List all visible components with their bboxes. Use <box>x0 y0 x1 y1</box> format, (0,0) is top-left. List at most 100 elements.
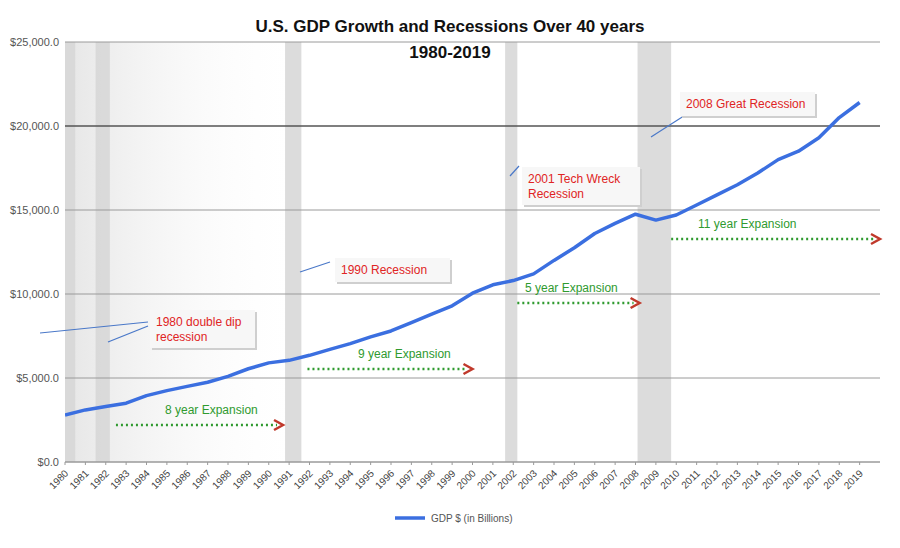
x-tick <box>289 462 290 465</box>
expansion-label: 9 year Expansion <box>358 347 451 361</box>
expansion-arrow <box>517 302 633 305</box>
y-tick-label: $0.0 <box>38 456 59 468</box>
background-fade <box>65 42 305 462</box>
x-tick-label: 1983 <box>108 467 132 491</box>
expansion-arrow <box>116 424 277 427</box>
expansion-label: 5 year Expansion <box>525 281 618 295</box>
grid-line <box>65 210 880 211</box>
x-tick <box>411 462 412 465</box>
x-tick <box>65 462 66 465</box>
x-tick <box>859 462 860 465</box>
x-tick-label: 1998 <box>414 467 438 491</box>
x-tick-label: 2012 <box>699 467 723 491</box>
x-tick-label: 2003 <box>516 467 540 491</box>
y-tick-label: $25,000.0 <box>10 36 59 48</box>
y-tick-label: $20,000.0 <box>10 120 59 132</box>
x-tick <box>391 462 392 465</box>
x-tick <box>492 462 493 465</box>
x-tick-label: 1991 <box>271 467 295 491</box>
x-tick <box>737 462 738 465</box>
x-tick <box>717 462 718 465</box>
x-tick <box>187 462 188 465</box>
x-tick-label: 1995 <box>353 467 377 491</box>
x-tick <box>452 462 453 465</box>
x-tick-label: 2019 <box>842 467 866 491</box>
leader-line <box>300 262 330 272</box>
x-tick <box>105 462 106 465</box>
annotation-text: recession <box>156 330 207 344</box>
x-tick-label: 1999 <box>434 467 458 491</box>
x-tick-label: 2017 <box>801 467 825 491</box>
x-tick <box>676 462 677 465</box>
subtitle: 1980-2019 <box>409 43 490 62</box>
grid-line <box>65 125 880 127</box>
leader-line <box>40 322 148 333</box>
x-tick-label: 2014 <box>740 467 764 491</box>
x-tick-label: 1982 <box>88 467 112 491</box>
x-tick-label: 1996 <box>373 467 397 491</box>
x-tick-label: 2002 <box>495 467 519 491</box>
chart: $0.0$5,000.0$10,000.0$15,000.0$20,000.0$… <box>0 0 900 548</box>
x-tick <box>370 462 371 465</box>
x-tick <box>350 462 351 465</box>
x-tick <box>268 462 269 465</box>
x-tick <box>757 462 758 465</box>
x-tick-label: 1990 <box>251 467 275 491</box>
x-tick-label: 1984 <box>128 467 152 491</box>
x-tick <box>126 462 127 465</box>
x-tick-label: 1997 <box>393 467 417 491</box>
x-tick-label: 1987 <box>190 467 214 491</box>
x-tick <box>778 462 779 465</box>
recession-band <box>638 42 672 462</box>
recession-band <box>505 42 517 462</box>
x-tick <box>574 462 575 465</box>
y-tick-label: $15,000.0 <box>10 204 59 216</box>
recession-band <box>96 42 110 462</box>
gdp-line <box>65 102 860 414</box>
x-tick <box>329 462 330 465</box>
x-tick-label: 1986 <box>169 467 193 491</box>
x-tick-label: 2011 <box>679 467 702 490</box>
x-tick <box>839 462 840 465</box>
x-tick <box>431 462 432 465</box>
x-tick-label: 2010 <box>658 467 682 491</box>
x-tick-label: 2007 <box>597 467 621 491</box>
leader-line <box>108 326 148 342</box>
legend-label: GDP $ (in Billions) <box>431 513 513 524</box>
x-tick <box>615 462 616 465</box>
x-tick <box>818 462 819 465</box>
recession-band <box>65 42 75 462</box>
arrow-head <box>871 234 880 244</box>
annotation-text: 1990 Recession <box>341 263 427 277</box>
x-tick-label: 1989 <box>230 467 254 491</box>
annotation-box <box>150 310 255 348</box>
x-tick-label: 2015 <box>760 467 784 491</box>
x-tick-label: 2018 <box>821 467 845 491</box>
expansion-arrow <box>307 368 466 371</box>
x-tick-label: 2004 <box>536 467 560 491</box>
arrow-head <box>464 364 473 374</box>
x-tick-label: 2001 <box>475 467 499 491</box>
x-tick-label: 2009 <box>638 467 662 491</box>
leader-line <box>510 166 519 176</box>
annotation-box <box>522 167 640 205</box>
x-tick-label: 1985 <box>149 467 173 491</box>
annotation-box <box>680 92 815 116</box>
annotation-text: 2001 Tech Wreck <box>528 172 621 186</box>
recession-band <box>285 42 301 462</box>
x-tick <box>635 462 636 465</box>
x-tick-label: 2000 <box>454 467 478 491</box>
annotation-text: Recession <box>528 187 584 201</box>
x-tick-label: 1988 <box>210 467 234 491</box>
expansion-arrow <box>671 238 874 241</box>
grid-line <box>65 378 880 379</box>
arrow-head <box>631 298 640 308</box>
expansion-label: 8 year Expansion <box>165 403 258 417</box>
x-tick <box>655 462 656 465</box>
x-tick <box>228 462 229 465</box>
x-tick <box>513 462 514 465</box>
annotation-text: 1980 double dip <box>156 315 242 329</box>
x-tick-label: 1994 <box>332 467 356 491</box>
x-tick-label: 2006 <box>577 467 601 491</box>
x-tick <box>309 462 310 465</box>
